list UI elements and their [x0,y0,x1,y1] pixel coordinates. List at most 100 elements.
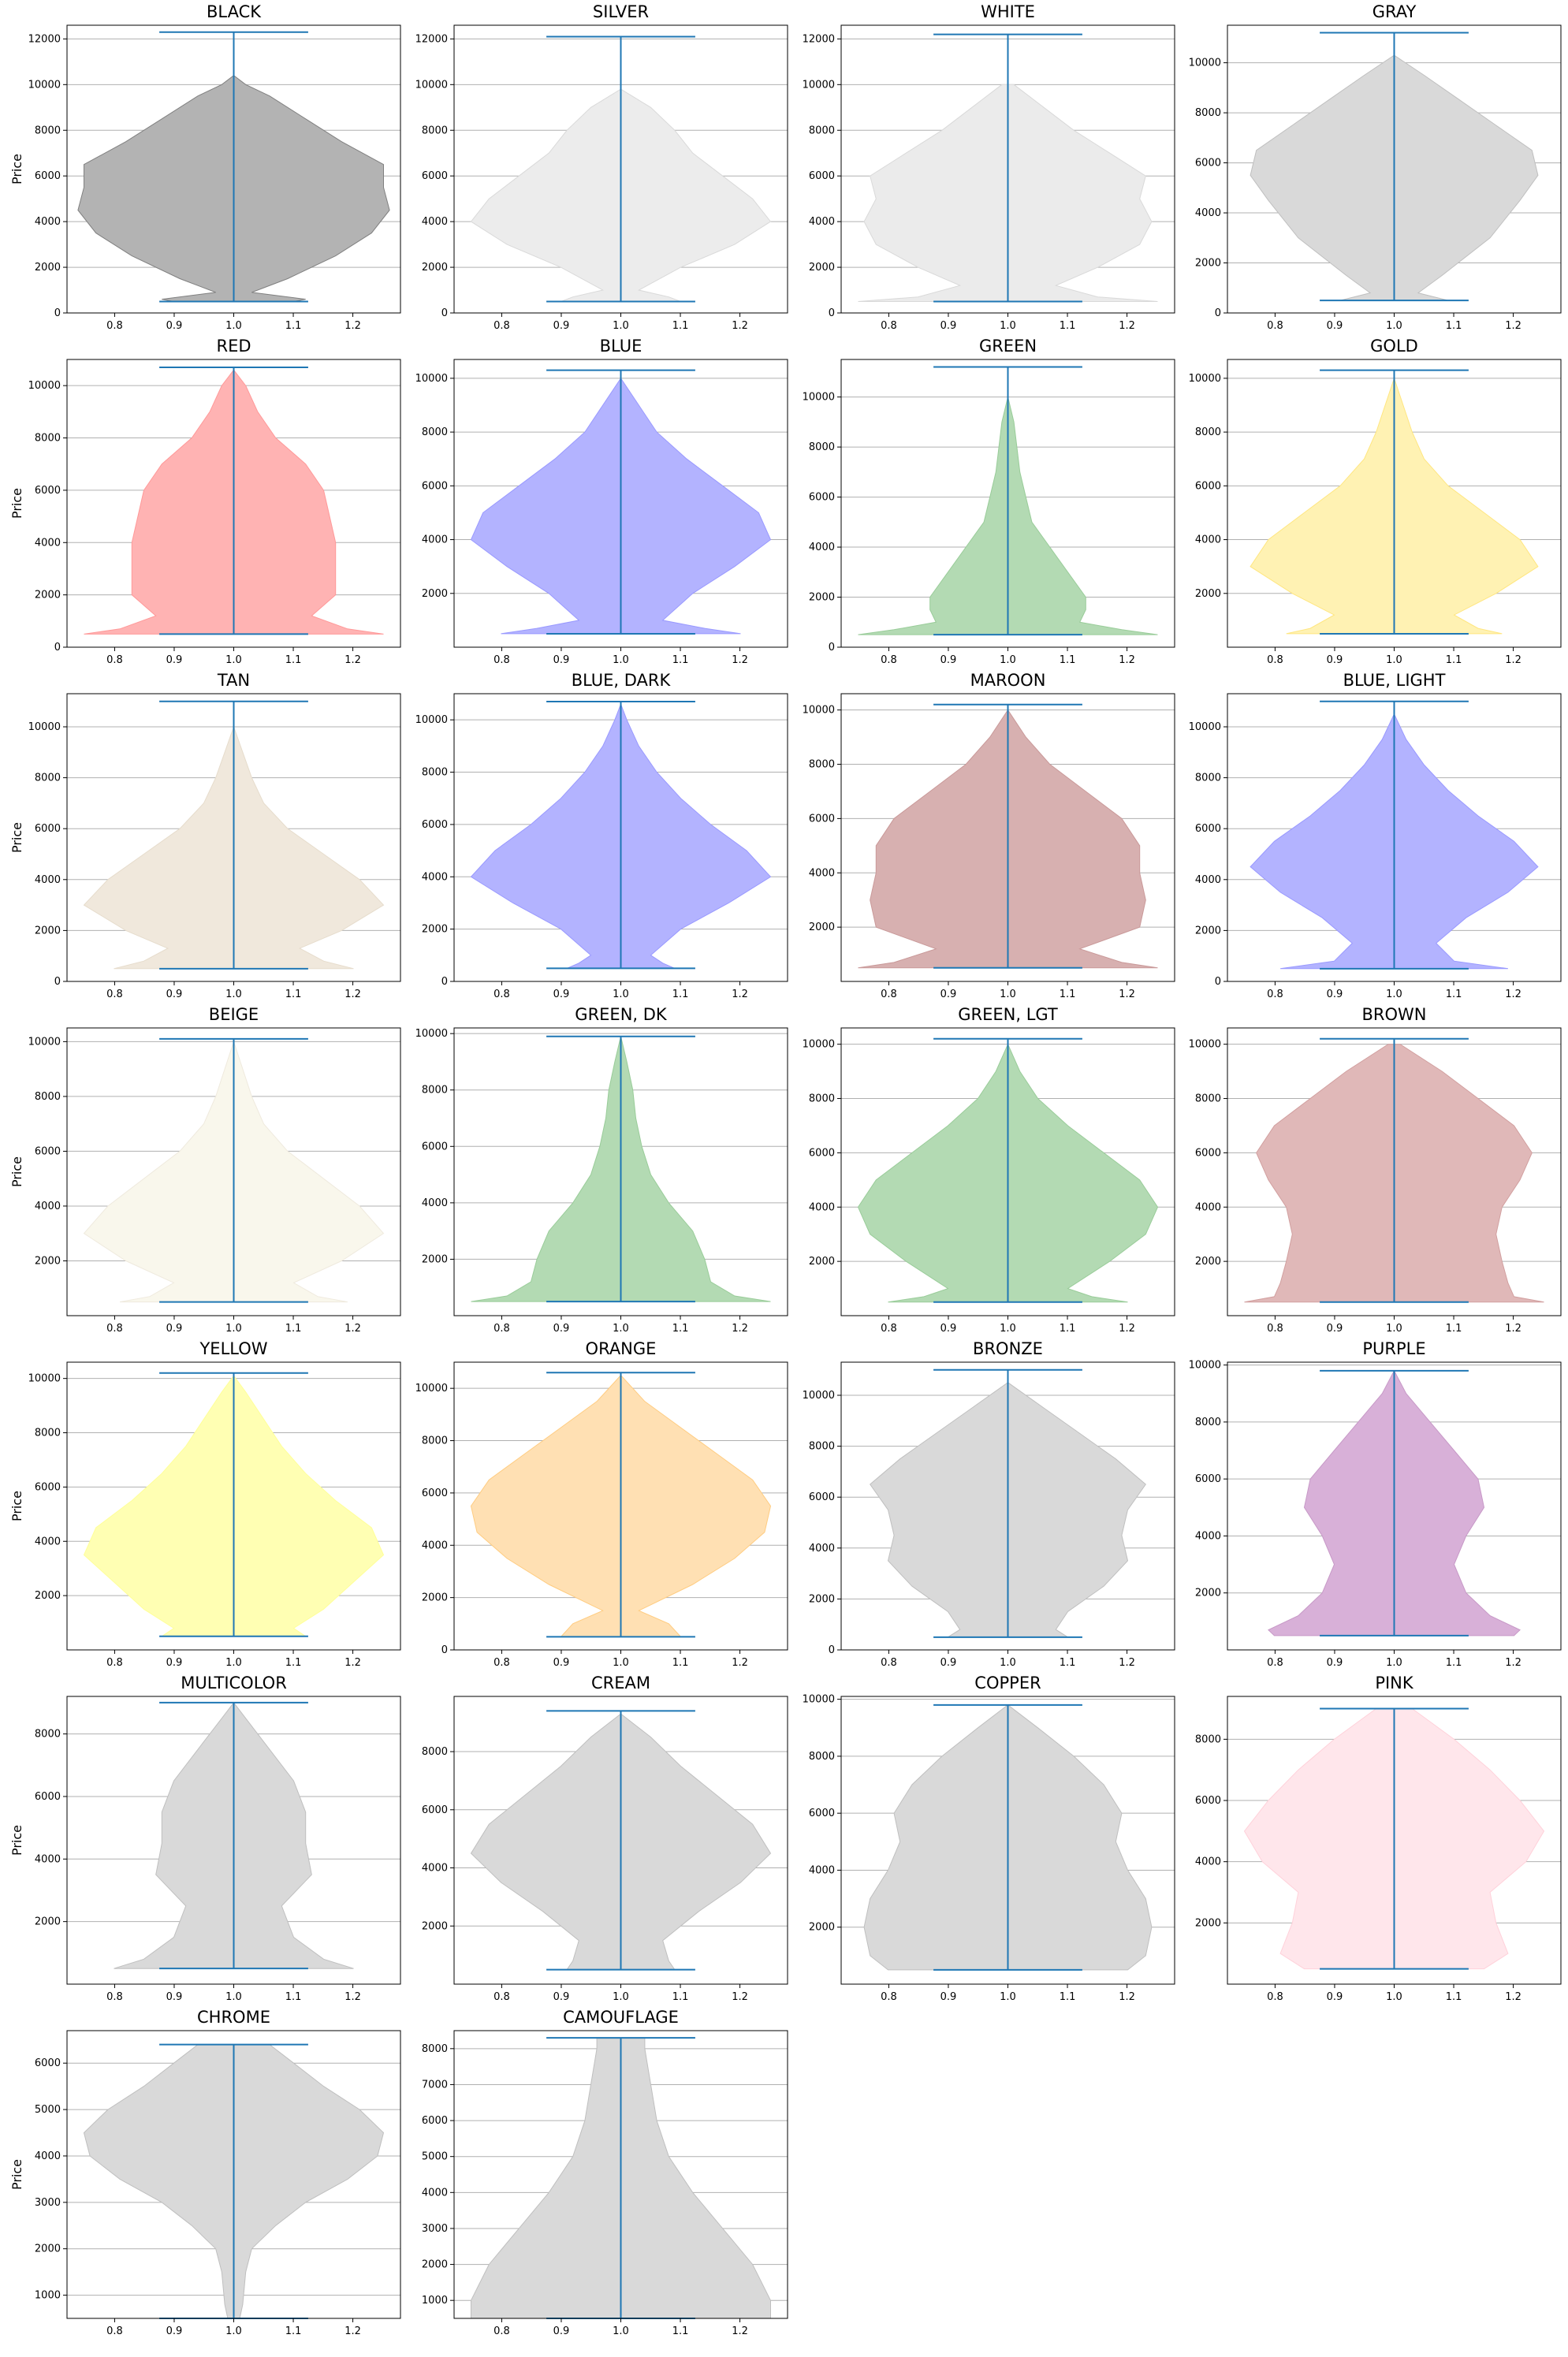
x-tick-label: 1.0 [613,654,629,666]
x-tick-label: 0.9 [553,2325,570,2337]
x-tick-label: 0.8 [493,2325,510,2337]
y-tick-label: 6000 [422,480,448,492]
violin-chart: 2000 4000 6000 8000 10000 0.8 0.9 1.0 1.1 1.2 MARO… [803,671,1175,1000]
chart-title: CHROME [197,2008,270,2027]
y-tick-label: 2000 [1195,1588,1221,1599]
axes-frame [66,693,401,982]
y-tick-label: 10000 [415,79,448,91]
y-tick-label: 6000 [1195,1473,1221,1485]
x-tick-label: 1.2 [1119,1323,1135,1335]
chart-title: BLUE, DARK [572,671,672,690]
x-tick-label: 0.9 [166,1657,183,1669]
y-tick-label: 2000 [809,1922,835,1934]
y-tick-label: 4000 [1195,1530,1221,1542]
y-tick-label: 8000 [809,441,835,453]
y-tick-label: 4000 [35,1536,61,1547]
axes-frame [840,359,1175,648]
x-tick-label: 1.2 [1505,1657,1521,1669]
y-tick-label: 10000 [28,79,61,91]
y-tick-label: 8000 [35,773,61,784]
x-tick-label: 1.2 [1119,320,1135,332]
x-tick-label: 1.0 [1386,1323,1402,1335]
x-tick-label: 1.1 [1446,654,1462,666]
y-tick-label: 6000 [809,170,835,182]
x-tick-label: 1.0 [613,1991,629,2003]
y-tick-label: 8000 [809,1441,835,1453]
x-tick-label: 0.8 [881,989,897,1000]
x-tick-label: 1.0 [225,1991,242,2003]
x-tick-label: 0.9 [940,654,957,666]
y-tick-label: 2000 [422,1253,448,1265]
x-tick-label: 0.9 [1327,320,1343,332]
x-tick-label: 1.0 [1000,1323,1016,1335]
chart-title: WHITE [981,2,1035,21]
chart-title: GOLD [1370,337,1418,356]
y-tick-label: 6000 [809,1808,835,1819]
x-tick-label: 1.0 [225,2325,242,2337]
axes-frame [1227,1696,1562,1985]
y-tick-label: 4000 [809,867,835,879]
y-tick-label: 8000 [422,1085,448,1097]
y-tick-label: 5000 [422,2151,448,2163]
violin-panel: 1000 2000 3000 4000 5000 6000 0.8 0.9 1.0 1.1 1.2 C… [9,2005,416,2348]
chart-title: RED [216,337,251,356]
x-tick-label: 1.2 [732,1991,748,2003]
violin-panel: 2000 4000 6000 8000 10000 0.8 0.9 1.0 1.1 1.2 GOLD [1172,334,1568,677]
y-tick-label: 6000 [422,1804,448,1816]
y-tick-label: 10000 [803,392,835,404]
y-tick-label: 2000 [422,1920,448,1932]
violin-chart: 2000 4000 6000 8000 0.8 0.9 1.0 1.1 1.2 PINK [1195,1674,1562,2003]
y-tick-label: 0 [54,307,61,319]
x-tick-label: 0.9 [940,320,957,332]
chart-title: ORANGE [586,1339,657,1358]
y-tick-label: 10000 [415,1028,448,1040]
violin-chart: 2000 4000 6000 8000 10000 0.8 0.9 1.0 1.1 1.2 YELL… [9,1339,401,1669]
y-tick-label: 2000 [422,2259,448,2271]
x-tick-label: 1.2 [1119,989,1135,1000]
y-tick-label: 4000 [422,2187,448,2199]
y-tick-label: 6000 [1195,158,1221,169]
x-tick-label: 1.1 [672,654,689,666]
violin-panel: 0 2000 4000 6000 8000 10000 0.8 0.9 1.0 1.1 1.2 BRO… [786,1337,1190,1680]
y-tick-label: 8000 [1195,773,1221,784]
y-tick-label: 1000 [35,2290,61,2302]
violin-chart: 0 2000 4000 6000 8000 10000 0.8 0.9 1.0 1.1 1.2 BRO… [803,1339,1175,1669]
y-tick-label: 6000 [35,2057,61,2069]
y-tick-label: 8000 [1195,1733,1221,1745]
violin-panel: 1000 2000 3000 4000 5000 6000 7000 8000 0.8 0.9 1.… [399,2005,803,2348]
violin-panel: 0 2000 4000 6000 8000 10000 12000 0.8 0.9 1.0 1.1 1… [786,0,1190,343]
y-tick-label: 4000 [422,1197,448,1209]
y-tick-label: 8000 [1195,107,1221,119]
x-tick-label: 0.9 [1327,654,1343,666]
y-tick-label: 2000 [1195,1917,1221,1929]
axes-frame [840,24,1175,314]
x-tick-label: 0.8 [106,989,123,1000]
y-axis-label: Price [9,1825,24,1856]
violin-panel: 0 2000 4000 6000 8000 10000 0.8 0.9 1.0 1.1 1.2 RED… [9,334,416,677]
chart-title: BLUE, LIGHT [1343,671,1446,690]
axes-frame [453,693,788,982]
x-tick-label: 0.8 [1267,1657,1283,1669]
y-tick-label: 2000 [809,262,835,274]
y-tick-label: 1000 [422,2295,448,2307]
x-tick-label: 1.2 [732,989,748,1000]
chart-title: BEIGE [209,1005,259,1024]
y-tick-label: 6000 [809,492,835,504]
y-tick-label: 8000 [809,1093,835,1105]
chart-title: GREEN, DK [575,1005,668,1024]
x-tick-label: 1.2 [345,2325,361,2337]
x-tick-label: 0.9 [553,654,570,666]
x-tick-label: 1.1 [1060,1991,1076,2003]
axes-frame [66,1027,401,1316]
x-tick-label: 0.8 [493,1991,510,2003]
y-tick-label: 8000 [422,1746,448,1758]
x-tick-label: 1.2 [345,1657,361,1669]
chart-title: BLUE [600,337,642,356]
y-tick-label: 0 [829,307,835,319]
violin-chart: 1000 2000 3000 4000 5000 6000 0.8 0.9 1.0 1.1 1.2 C… [9,2008,401,2337]
y-tick-label: 4000 [35,874,61,886]
x-tick-label: 0.9 [1327,1991,1343,2003]
y-tick-label: 2000 [809,592,835,604]
y-tick-label: 0 [829,642,835,653]
